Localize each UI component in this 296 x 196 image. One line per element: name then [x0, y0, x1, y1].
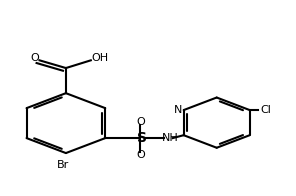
Text: OH: OH: [92, 53, 109, 63]
Text: S: S: [137, 131, 147, 145]
Text: O: O: [136, 150, 145, 160]
Text: O: O: [31, 53, 39, 63]
Text: Cl: Cl: [260, 105, 271, 115]
Text: Br: Br: [57, 160, 69, 170]
Text: NH: NH: [161, 133, 178, 143]
Text: N: N: [174, 105, 182, 115]
Text: O: O: [136, 117, 145, 127]
